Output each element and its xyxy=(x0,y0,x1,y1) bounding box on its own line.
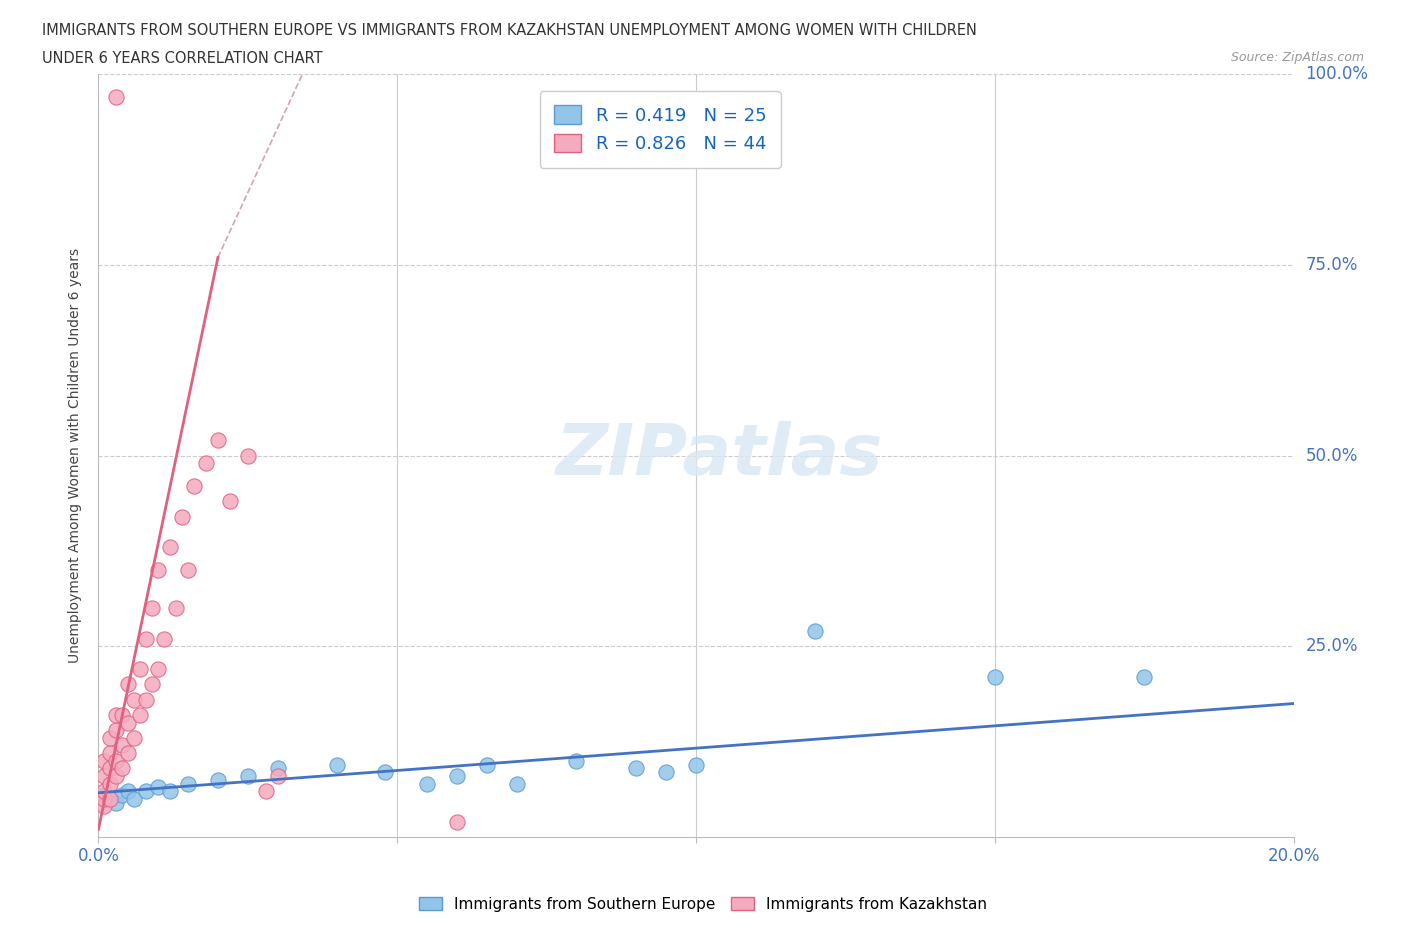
Point xyxy=(105,708,128,723)
Point xyxy=(655,764,678,779)
Point xyxy=(124,692,146,707)
Point xyxy=(565,753,588,768)
Point xyxy=(141,677,163,692)
Text: 100.0%: 100.0% xyxy=(1305,65,1368,84)
Text: Source: ZipAtlas.com: Source: ZipAtlas.com xyxy=(1230,51,1364,64)
Point xyxy=(475,757,498,772)
Point xyxy=(98,777,122,791)
Point xyxy=(236,448,259,463)
Point xyxy=(111,738,134,753)
Point xyxy=(105,723,128,737)
Point xyxy=(93,791,115,806)
Point xyxy=(506,777,529,791)
Point xyxy=(117,715,139,730)
Point xyxy=(177,563,200,578)
Point xyxy=(105,795,128,810)
Point xyxy=(177,777,200,791)
Point xyxy=(98,791,122,806)
Point xyxy=(111,761,134,776)
Text: 25.0%: 25.0% xyxy=(1305,637,1358,656)
Point xyxy=(207,772,229,787)
Point xyxy=(148,563,170,578)
Point xyxy=(236,768,259,783)
Point xyxy=(183,479,205,494)
Point xyxy=(446,815,468,830)
Point xyxy=(446,768,468,783)
Point xyxy=(111,708,134,723)
Point xyxy=(105,90,128,105)
Point xyxy=(172,510,194,525)
Point xyxy=(148,780,170,795)
Point xyxy=(124,791,146,806)
Point xyxy=(135,631,157,646)
Text: UNDER 6 YEARS CORRELATION CHART: UNDER 6 YEARS CORRELATION CHART xyxy=(42,51,323,66)
Point xyxy=(983,670,1005,684)
Point xyxy=(98,746,122,761)
Point xyxy=(111,788,134,803)
Point xyxy=(207,433,229,448)
Legend: Immigrants from Southern Europe, Immigrants from Kazakhstan: Immigrants from Southern Europe, Immigra… xyxy=(413,890,993,918)
Point xyxy=(105,753,128,768)
Point xyxy=(165,601,187,616)
Point xyxy=(117,746,139,761)
Point xyxy=(267,768,290,783)
Point xyxy=(416,777,439,791)
Point xyxy=(159,539,181,554)
Point xyxy=(135,784,157,799)
Point xyxy=(624,761,647,776)
Point xyxy=(685,757,707,772)
Point xyxy=(254,784,277,799)
Point xyxy=(135,692,157,707)
Point xyxy=(267,761,290,776)
Point xyxy=(93,753,115,768)
Point xyxy=(98,730,122,745)
Point xyxy=(129,708,152,723)
Point xyxy=(93,784,115,799)
Point xyxy=(98,761,122,776)
Text: IMMIGRANTS FROM SOUTHERN EUROPE VS IMMIGRANTS FROM KAZAKHSTAN UNEMPLOYMENT AMONG: IMMIGRANTS FROM SOUTHERN EUROPE VS IMMIG… xyxy=(42,23,977,38)
Point xyxy=(117,784,139,799)
Point xyxy=(117,677,139,692)
Point xyxy=(374,764,396,779)
Point xyxy=(129,662,152,677)
Text: ZIPatlas: ZIPatlas xyxy=(557,421,883,490)
Point xyxy=(194,456,218,471)
Point xyxy=(141,601,163,616)
Legend: R = 0.419   N = 25, R = 0.826   N = 44: R = 0.419 N = 25, R = 0.826 N = 44 xyxy=(540,91,780,167)
Text: 75.0%: 75.0% xyxy=(1305,256,1358,274)
Point xyxy=(105,768,128,783)
Text: 50.0%: 50.0% xyxy=(1305,446,1358,465)
Point xyxy=(153,631,176,646)
Point xyxy=(93,788,115,803)
Point xyxy=(159,784,181,799)
Y-axis label: Unemployment Among Women with Children Under 6 years: Unemployment Among Women with Children U… xyxy=(69,248,83,663)
Point xyxy=(804,624,827,639)
Point xyxy=(124,730,146,745)
Point xyxy=(93,799,115,814)
Point xyxy=(93,768,115,783)
Point xyxy=(219,494,242,509)
Point xyxy=(148,662,170,677)
Point xyxy=(1133,670,1156,684)
Point xyxy=(326,757,349,772)
